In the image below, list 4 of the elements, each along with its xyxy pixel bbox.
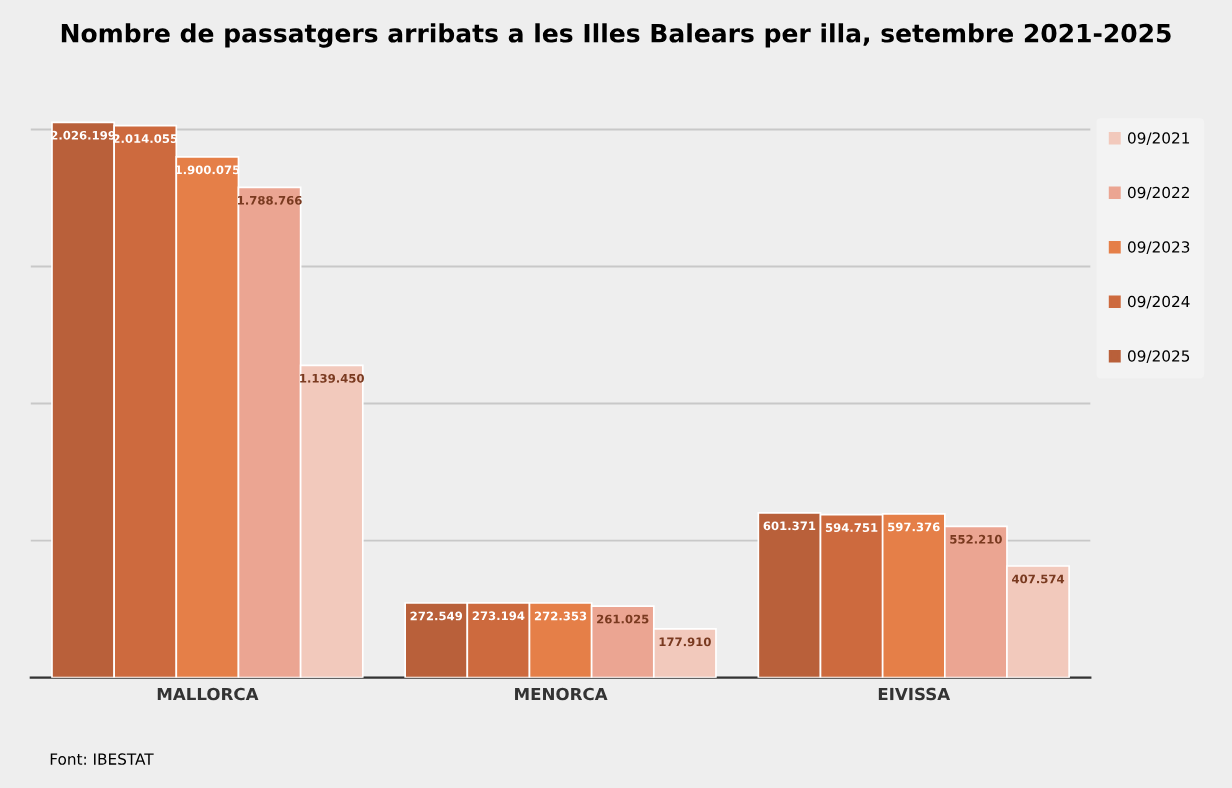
chart-title: Nombre de passatgers arribats a les Illes Balears per illa, setembre 2021-2025 — [61, 23, 1171, 48]
x-tick-label: MENORCA — [515, 687, 608, 701]
x-tick-label: EIVISSA — [878, 687, 951, 701]
x-tick-label: MALLORCA — [157, 687, 259, 701]
